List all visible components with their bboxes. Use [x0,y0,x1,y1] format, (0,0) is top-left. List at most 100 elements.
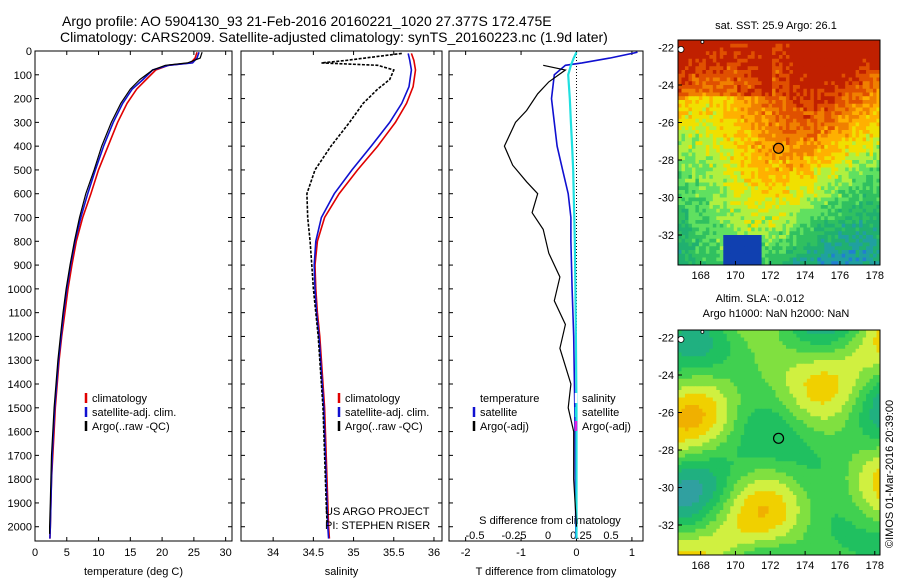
heat-cell [740,390,745,395]
heat-cell [876,242,881,247]
heat-cell [841,390,846,395]
heat-cell [782,178,787,183]
heat-cell [806,367,811,372]
heat-cell [834,231,839,236]
heat-cell [841,227,846,232]
heat-cell [765,348,769,353]
heat-cell [841,231,846,236]
heat-cell [740,96,745,101]
heat-cell [813,126,818,131]
heat-cell [712,103,717,108]
heat-cell [726,73,731,78]
heat-cell [681,401,686,406]
heat-cell [772,220,776,225]
heat-cell [678,96,682,101]
heat-cell [845,141,850,146]
heat-cell [761,205,766,210]
heat-cell [799,115,804,120]
heat-cell [712,133,717,138]
heat-cell [859,175,863,180]
heat-cell [845,88,850,93]
heat-cell [772,223,776,228]
heat-cell [758,367,762,372]
heat-cell [859,88,863,93]
heat-cell [747,367,752,372]
heat-cell [785,148,790,153]
heat-cell [719,235,724,240]
heat-cell [709,178,714,183]
heat-cell [834,216,839,221]
heat-cell [806,257,811,262]
heat-cell [789,103,794,108]
heat-cell [723,122,728,127]
heat-cell [726,100,731,105]
heat-cell [838,333,843,338]
heat-cell [698,160,703,165]
heat-cell [684,175,689,180]
heat-cell [855,405,860,410]
heat-cell [737,390,742,395]
heat-cell [698,175,703,180]
heat-cell [873,352,877,357]
heat-cell [782,51,787,56]
heat-cell [733,171,738,176]
heat-cell [806,197,811,202]
heat-cell [876,40,881,45]
heat-cell [730,100,735,105]
heat-cell [779,356,783,361]
heat-cell [796,107,801,112]
heat-cell [789,352,794,357]
heat-cell [705,341,710,346]
heat-cell [754,96,759,101]
heat-cell [730,92,735,97]
heat-cell [796,337,801,342]
heat-cell [855,337,860,342]
heat-cell [792,118,797,123]
heat-cell [758,81,762,86]
heat-cell [852,250,857,255]
heat-cell [695,193,700,198]
heat-cell [779,253,783,258]
heat-cell [681,88,686,93]
heat-cell [848,223,853,228]
heat-cell [869,175,874,180]
x-tick-label: 35 [347,547,359,559]
heat-cell [869,212,874,217]
heat-cell [688,43,693,48]
heat-cell [852,363,857,368]
heat-cell [747,205,752,210]
heat-cell [845,111,850,116]
heat-cell [737,167,742,172]
heat-cell [747,77,752,82]
heat-cell [813,145,818,150]
heat-cell [831,242,836,247]
heat-cell [730,408,735,413]
heat-cell [824,242,829,247]
heat-cell [782,73,787,78]
heat-cell [792,103,797,108]
heat-cell [803,175,808,180]
heat-cell [684,378,689,383]
heat-cell [678,333,682,338]
heat-cell [810,393,815,398]
heat-cell [678,212,682,217]
heat-cell [691,137,696,142]
legend-label: satellite-adj. clim. [345,407,429,419]
heat-cell [726,231,731,236]
heat-cell [831,100,836,105]
heat-cell [789,371,794,376]
heat-cell [859,148,863,153]
heat-cell [824,58,829,63]
heat-cell [848,405,853,410]
heat-cell [681,100,686,105]
heat-cell [695,238,700,243]
heat-cell [765,235,769,240]
heat-cell [698,190,703,195]
heat-cell [789,167,794,172]
heat-cell [719,257,724,262]
heat-cell [684,363,689,368]
heat-cell [719,51,724,56]
heat-cell [855,208,860,213]
heat-cell [737,375,742,380]
heat-cell [806,235,811,240]
